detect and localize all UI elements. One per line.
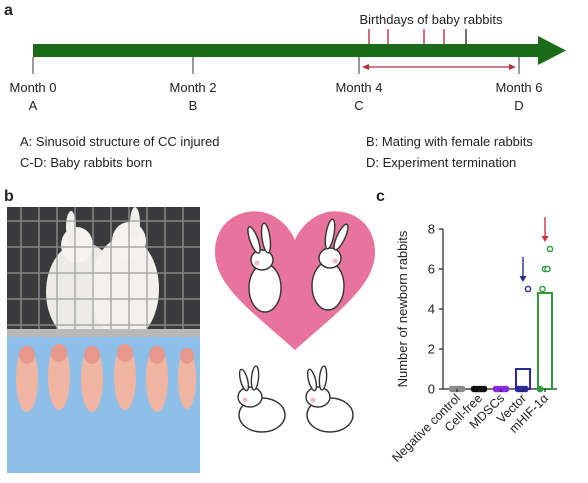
milestone-month-6: Month 6: [495, 80, 543, 95]
y-tick-label: 0: [428, 382, 435, 397]
panel-b-label: b: [4, 188, 14, 205]
legend-d: D: Experiment termination: [366, 155, 517, 170]
milestone-letter-b: B: [188, 98, 198, 113]
milestone-month-4: Month 4: [335, 80, 383, 95]
data-point: [522, 385, 529, 393]
milestone-month-2: Month 2: [169, 80, 217, 95]
y-tick-label: 8: [428, 222, 435, 237]
y-axis-label: Number of newborn rabbits: [395, 230, 410, 387]
panel-a-label: a: [4, 2, 13, 19]
data-point: [544, 265, 551, 273]
timeline-arrow-shaft: [33, 44, 541, 57]
y-tick-label: 4: [428, 302, 435, 317]
data-point: [458, 385, 466, 393]
milestone-month-0: Month 0: [9, 80, 57, 95]
heart-rabbits-illustration: [215, 211, 375, 433]
y-tick-label: 2: [428, 342, 435, 357]
panel-c-label: c: [376, 188, 385, 205]
bar-4: [537, 292, 553, 390]
milestone-letter-a: A: [28, 98, 38, 113]
milestone-letter-c: C: [354, 98, 364, 113]
birthday-ticks: [368, 29, 467, 44]
heart-shape: [215, 211, 375, 350]
indicator-arrowhead: [519, 276, 527, 282]
legend-a: A: Sinusoid structure of CC injured: [20, 134, 220, 149]
birth-range-arrow: [362, 64, 516, 70]
cage-photo: [7, 207, 200, 342]
indicator-arrowhead: [541, 236, 549, 242]
legend-b: B: Mating with female rabbits: [366, 134, 533, 149]
data-point: [502, 385, 510, 393]
data-point: [546, 245, 554, 253]
milestone-letter-d: D: [514, 98, 524, 113]
data-point: [524, 285, 532, 293]
legend-cd: C-D: Baby rabbits born: [20, 155, 153, 170]
data-point: [480, 385, 488, 393]
timeline-arrow-head: [538, 36, 566, 65]
milestone-ticks: [32, 57, 520, 74]
y-tick-label: 6: [428, 262, 435, 277]
newborns-photo: [7, 337, 200, 473]
birthdays-label: Birthdays of baby rabbits: [359, 12, 503, 27]
data-point: [536, 385, 544, 393]
timeline-graphic: [32, 29, 566, 74]
rabbits-photo: [7, 207, 200, 473]
data-point: [539, 285, 546, 293]
